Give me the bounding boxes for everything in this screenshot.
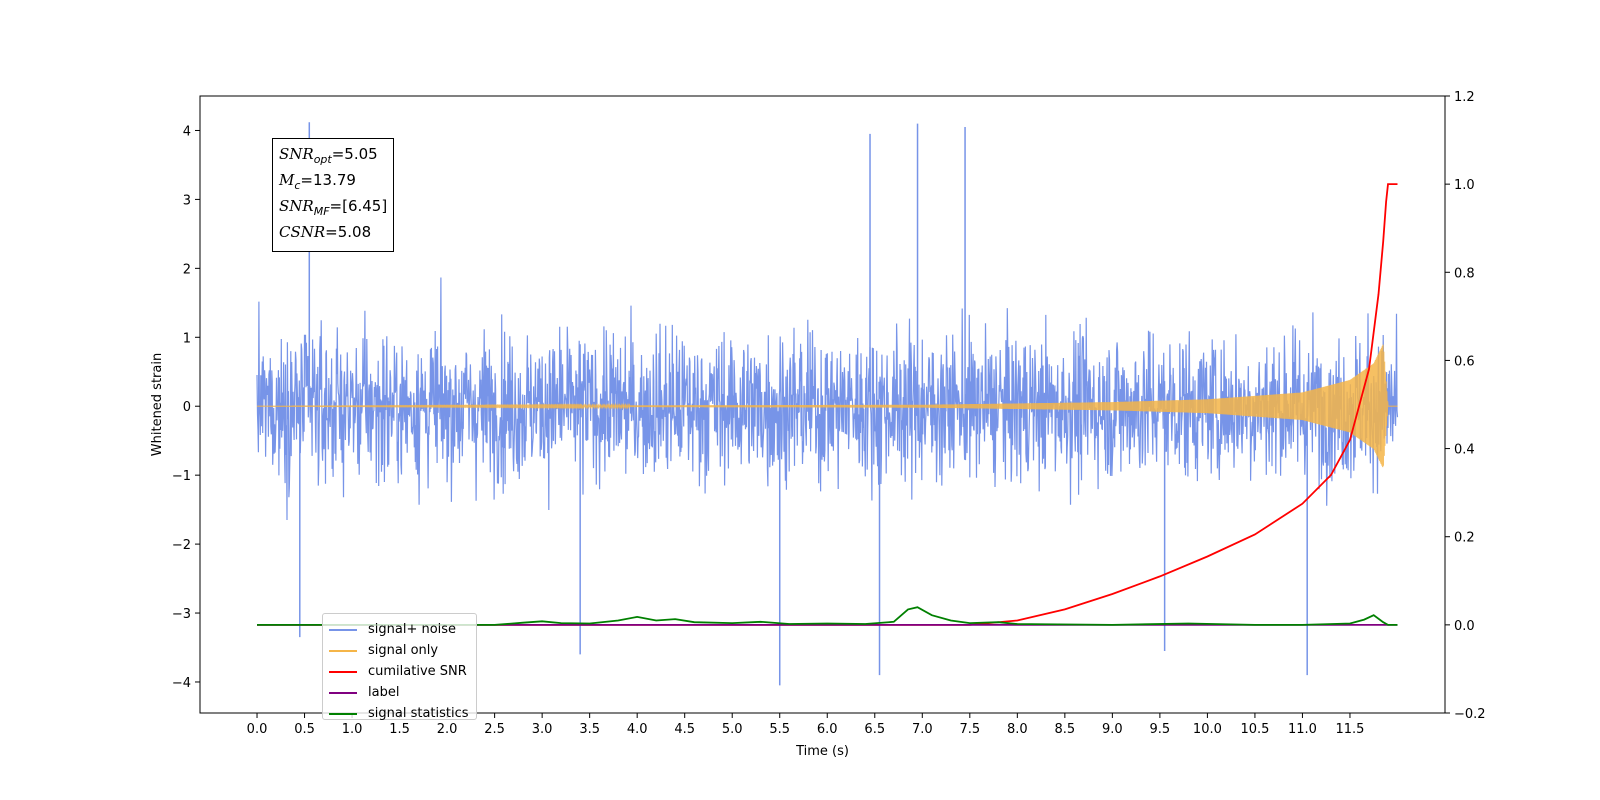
x-tick-label: 9.0 (1102, 722, 1123, 737)
series-signal-only (257, 344, 1398, 468)
y-tick-label: 2 (183, 262, 191, 277)
x-tick-label: 1.0 (342, 722, 363, 737)
x-tick-label: 0.5 (294, 722, 315, 737)
legend-swatch (329, 712, 357, 715)
x-tick-label: 9.5 (1150, 722, 1171, 737)
y-right-tick-label: 0.8 (1454, 266, 1475, 281)
x-axis-label: Time (s) (795, 744, 849, 759)
legend: signal+ noise signal only cumilative SNR… (322, 613, 477, 721)
legend-item-signal-only: signal only (329, 640, 470, 661)
x-tick-label: 10.5 (1240, 722, 1269, 737)
legend-item-cumulative-snr: cumilative SNR (329, 661, 470, 682)
series-cumulative-snr (257, 183, 1398, 626)
annotation-csnr: CSNR=5.08 (279, 223, 372, 241)
x-tick-label: 6.5 (864, 722, 885, 737)
y-tick-label: 1 (183, 331, 191, 346)
legend-label: cumilative SNR (368, 664, 467, 679)
legend-swatch (329, 649, 357, 652)
plot-area (256, 122, 1399, 686)
x-tick-label: 4.0 (627, 722, 648, 737)
annotation-chirp-mass: Mc=13.79 (279, 171, 356, 192)
y-right-tick-label: 0.4 (1454, 443, 1475, 458)
x-tick-label: 10.0 (1193, 722, 1222, 737)
plot-frame (199, 95, 1446, 714)
annotation-snr-opt: SNRopt=5.05 (279, 145, 378, 166)
x-tick-label: 7.5 (959, 722, 980, 737)
y-tick-label: −3 (172, 607, 191, 622)
legend-item-label: label (329, 682, 470, 703)
x-tick-label: 5.5 (769, 722, 790, 737)
legend-swatch (329, 628, 357, 631)
x-tick-label: 6.0 (817, 722, 838, 737)
y-axis-label: Whitened strain (150, 353, 165, 456)
legend-item-signal-noise: signal+ noise (329, 619, 470, 640)
annotation-snr-mf: SNRMF=[6.45] (279, 197, 388, 218)
x-tick-label: 2.0 (437, 722, 458, 737)
y-right-tick-label: 0.2 (1454, 531, 1475, 546)
y-tick-label: −2 (172, 538, 191, 553)
y-right-tick-label: −0.2 (1454, 707, 1486, 722)
y-tick-label: −4 (172, 676, 191, 691)
y-tick-label: 4 (183, 124, 191, 139)
x-tick-label: 5.0 (722, 722, 743, 737)
x-tick-label: 3.5 (579, 722, 600, 737)
y-right-tick-label: 0.6 (1454, 354, 1475, 369)
legend-label: label (368, 685, 400, 700)
x-tick-label: 8.5 (1055, 722, 1076, 737)
x-tick-label: 11.5 (1335, 722, 1364, 737)
x-tick-label: 4.5 (674, 722, 695, 737)
legend-label: signal statistics (368, 706, 469, 721)
x-tick-label: 11.0 (1288, 722, 1317, 737)
x-tick-label: 0.0 (247, 722, 268, 737)
legend-label: signal only (368, 643, 439, 658)
y-tick-label: 0 (183, 400, 191, 415)
legend-swatch (329, 691, 357, 694)
snr-annotation-box: SNRopt=5.05 Mc=13.79 SNRMF=[6.45] CSNR=5… (272, 138, 395, 252)
x-tick-label: 8.0 (1007, 722, 1028, 737)
x-tick-label: 2.5 (484, 722, 505, 737)
y-right-tick-label: 1.0 (1454, 178, 1475, 193)
legend-swatch (329, 670, 357, 673)
series-signal-statistics (257, 606, 1398, 626)
x-tick-label: 7.0 (912, 722, 933, 737)
x-tick-label: 1.5 (389, 722, 410, 737)
y-right-tick-label: 0.0 (1454, 619, 1475, 634)
y-right-tick-label: 1.2 (1454, 90, 1475, 105)
y-tick-label: −1 (172, 469, 191, 484)
legend-item-signal-statistics: signal statistics (329, 703, 470, 724)
x-tick-label: 3.0 (532, 722, 553, 737)
legend-label: signal+ noise (368, 622, 457, 637)
y-tick-label: 3 (183, 193, 191, 208)
